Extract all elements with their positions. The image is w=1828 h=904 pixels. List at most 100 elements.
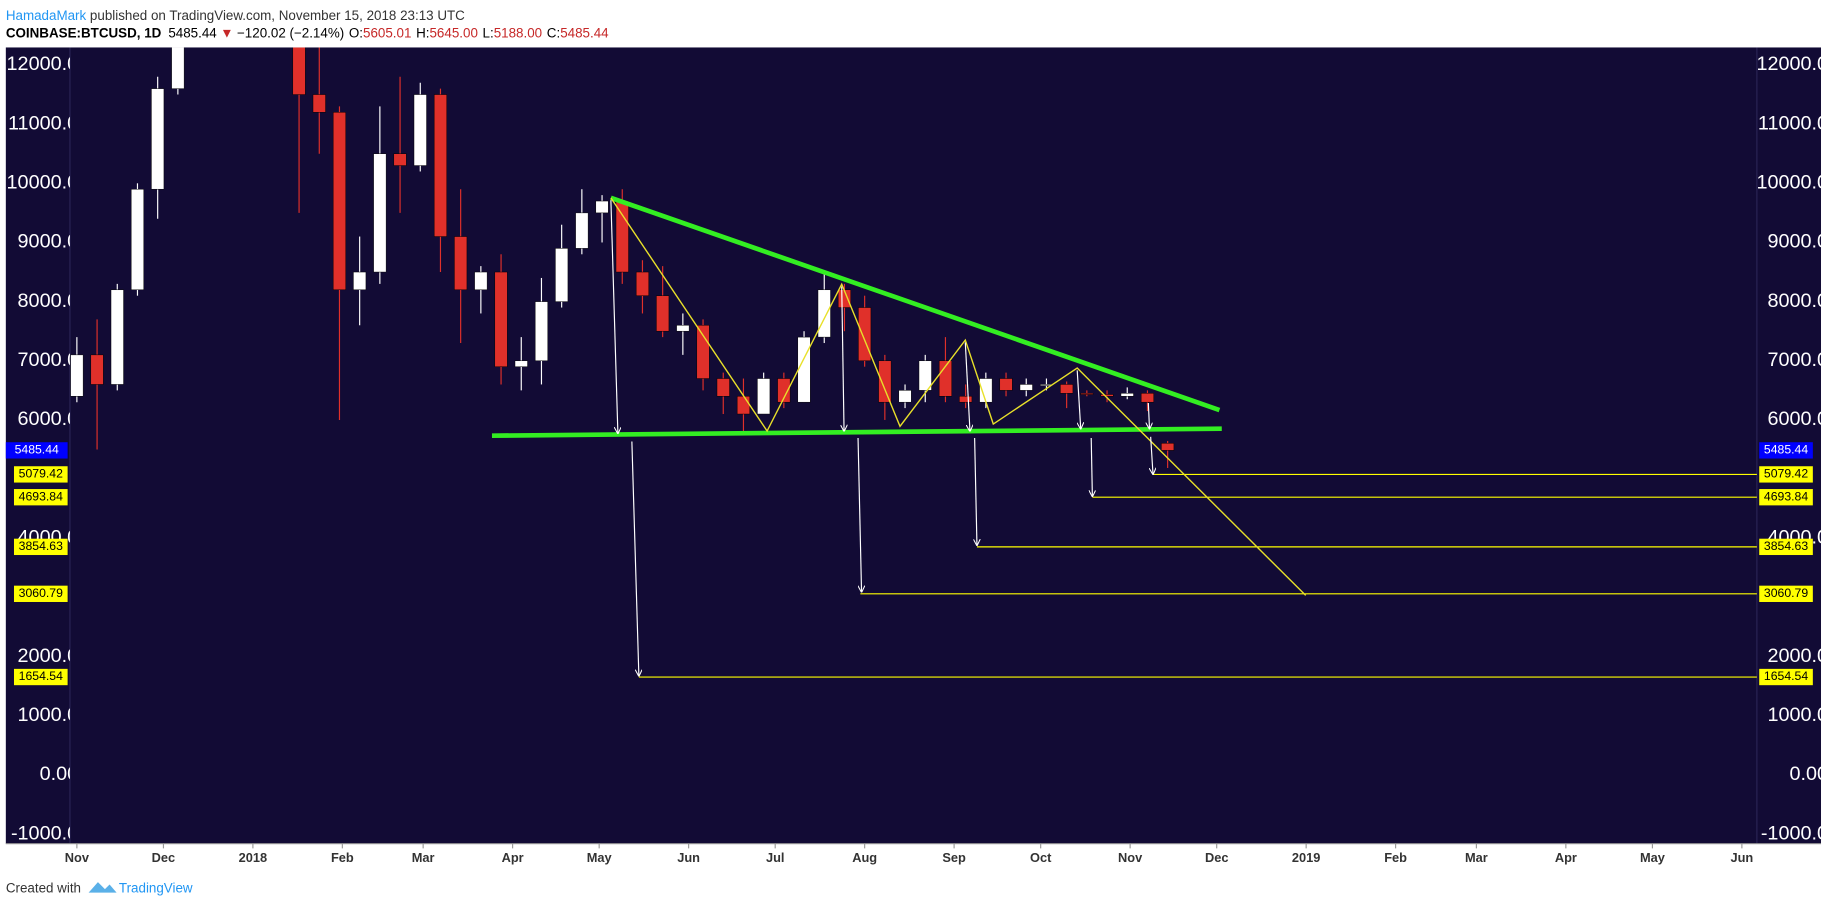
candle-body xyxy=(635,271,649,296)
candle-body xyxy=(1100,394,1114,397)
arrow xyxy=(631,441,639,676)
target-lines xyxy=(638,473,1757,678)
drawings xyxy=(491,195,1307,676)
price-tag-box xyxy=(1759,466,1813,483)
y-tick-label: 1000.0 xyxy=(1767,704,1828,726)
candle-body xyxy=(171,47,185,89)
arrow xyxy=(1091,437,1092,496)
candle-body xyxy=(757,378,771,415)
candle-body xyxy=(433,94,447,237)
candle-body xyxy=(151,88,165,190)
candle-body xyxy=(413,94,427,166)
candle-body xyxy=(817,289,831,338)
x-tick-label: May xyxy=(1640,850,1666,865)
ohlc-line: COINBASE:BTCUSD, 1D 5485.44 ▼ −120.02 (−2.1… xyxy=(6,25,609,40)
high: 5645.00 xyxy=(429,25,477,40)
candle-body xyxy=(575,212,589,249)
price-tag-box xyxy=(13,466,68,483)
arrow xyxy=(975,437,977,545)
y-tick-label: 11000.0 xyxy=(8,112,78,134)
y-tick-label: 11000.0 xyxy=(1758,112,1828,134)
arrow: ▼ xyxy=(220,25,233,40)
x-tick-label: Dec xyxy=(1205,850,1229,865)
candle-body xyxy=(999,378,1013,391)
x-tick-label: Apr xyxy=(502,850,524,865)
y-tick-label: 6000.0 xyxy=(18,408,79,430)
candle-body xyxy=(70,354,84,397)
open: 5605.01 xyxy=(363,25,411,40)
x-tick-label: Dec xyxy=(152,850,176,865)
candle-body xyxy=(959,396,973,403)
close-label: C: xyxy=(547,25,560,40)
author[interactable]: HamadaMark xyxy=(6,8,87,23)
low: 5188.00 xyxy=(494,25,542,40)
publish-line: HamadaMark published on TradingView.com,… xyxy=(6,8,465,23)
candle-body xyxy=(595,200,609,214)
y-tick-label: 10000.0 xyxy=(7,172,79,194)
chart-background xyxy=(5,47,1822,844)
y-tick-label: 1000.0 xyxy=(18,704,79,726)
candle-body xyxy=(656,295,670,332)
arrow xyxy=(964,342,970,431)
candle-body xyxy=(373,153,387,273)
candle-body xyxy=(1140,393,1154,403)
y-tick-label: 10000.0 xyxy=(1756,172,1828,194)
zigzag xyxy=(610,197,1307,596)
open-label: O: xyxy=(349,25,363,40)
arrows xyxy=(610,200,1153,676)
y-tick-label: 2000.0 xyxy=(1767,645,1828,667)
candle-body xyxy=(534,301,548,362)
price-tag: 4693.84 xyxy=(1764,489,1808,503)
price-tag-box xyxy=(13,668,68,686)
price-tag-box xyxy=(13,538,68,556)
arrow xyxy=(1076,370,1080,428)
support-line xyxy=(491,426,1222,439)
price-tag: 3060.79 xyxy=(19,586,63,600)
candle-body xyxy=(615,200,629,273)
low-label: L: xyxy=(483,25,494,40)
candle-body xyxy=(898,390,912,403)
x-tick-label: Oct xyxy=(1030,850,1052,865)
price-tag: 1654.54 xyxy=(19,669,63,683)
candle-body xyxy=(494,271,508,367)
x-tick-label: Feb xyxy=(1384,850,1407,865)
y-tick-label: -1000.0 xyxy=(1761,822,1828,844)
x-tick-label: Mar xyxy=(412,850,435,865)
candle-body xyxy=(312,94,326,113)
footer-brand[interactable]: TradingView xyxy=(119,881,193,896)
price-tag: 3854.63 xyxy=(19,539,63,553)
candle-body xyxy=(918,360,932,391)
y-axis: 12000.0 11000.0 10000.0 9000.0 8000.0 7000.0 6… xyxy=(7,53,1828,844)
candle-body xyxy=(474,271,488,291)
x-tick-label: May xyxy=(587,850,613,865)
candle-body xyxy=(130,188,144,291)
published: published on TradingView.com, November 1… xyxy=(86,8,465,23)
high-label: H: xyxy=(416,25,429,40)
resistance-line xyxy=(610,195,1221,413)
price-tag: 3854.63 xyxy=(1764,539,1808,553)
y-tick-label: 8000.0 xyxy=(1767,290,1828,312)
candle-body xyxy=(353,271,367,291)
logo xyxy=(88,882,117,893)
x-tick-label: Nov xyxy=(65,850,90,865)
x-tick-label: Apr xyxy=(1555,850,1577,865)
candle-body xyxy=(393,153,407,166)
x-tick-label: 2019 xyxy=(1292,850,1321,865)
candle-body xyxy=(514,360,528,367)
candle-body xyxy=(676,325,690,332)
x-tick-label: 2018 xyxy=(239,850,268,865)
candle-body xyxy=(110,289,124,385)
last-price: 5485.44 xyxy=(15,443,59,457)
candle-body xyxy=(777,378,791,403)
last-price-box xyxy=(1759,442,1813,459)
y-tick-label: 6000.0 xyxy=(1767,408,1828,430)
x-axis: Nov Dec 2018 Feb Mar Apr May Jun Jul Aug Sep Oct Nov… xyxy=(65,843,1753,865)
candle-body xyxy=(332,112,346,291)
candle-body xyxy=(1120,393,1134,397)
y-tick-label: 12000.0 xyxy=(7,53,79,75)
price-tag-box xyxy=(1759,585,1813,602)
price-tag: 5079.42 xyxy=(1764,467,1808,481)
x-tick-label: Sep xyxy=(942,850,966,865)
